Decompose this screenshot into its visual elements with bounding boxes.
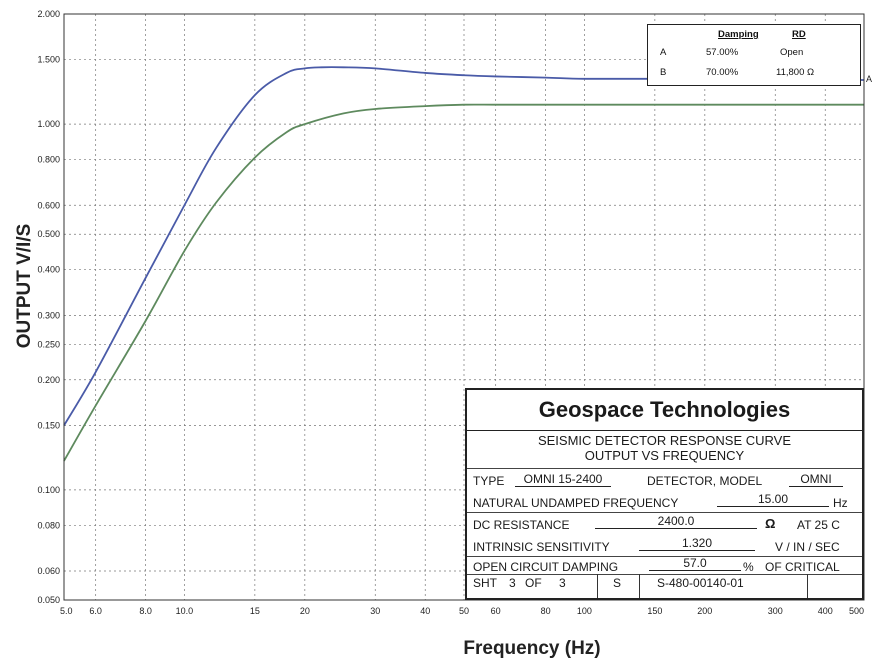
sensitivity-value: 1.320 <box>639 536 755 551</box>
x-tick-label: 200 <box>697 606 712 616</box>
legend-row-b-rd: 11,800 Ω <box>776 67 815 78</box>
sensitivity-label: INTRINSIC SENSITIVITY <box>473 540 610 554</box>
x-tick-label: 20 <box>300 606 310 616</box>
x-tick-label: 400 <box>818 606 833 616</box>
row-divider <box>467 468 862 469</box>
x-axis-title: Frequency (Hz) <box>463 638 600 659</box>
y-tick-label: 0.150 <box>37 420 60 430</box>
sheet-title-line1: SEISMIC DETECTOR RESPONSE CURVE <box>537 433 792 448</box>
x-tick-label: 150 <box>647 606 662 616</box>
dc-resistance-unit: Ω <box>765 516 776 531</box>
y-tick-label: 0.200 <box>37 375 60 385</box>
row-divider <box>467 512 862 513</box>
x-tick-label: 30 <box>370 606 380 616</box>
damping-unit: % <box>743 560 754 574</box>
y-tick-label: 0.250 <box>37 339 60 349</box>
company-name: Geospace Technologies <box>467 390 862 431</box>
footer-separator <box>807 574 808 598</box>
detector-label: DETECTOR, MODEL <box>647 474 763 488</box>
freq-label: NATURAL UNDAMPED FREQUENCY <box>473 496 679 510</box>
x-tick-label: 50 <box>459 606 469 616</box>
plot-border <box>63 13 865 601</box>
x-tick-label: 80 <box>541 606 551 616</box>
sheet-label: SHT <box>473 576 497 590</box>
x-tick-label: 100 <box>577 606 592 616</box>
y-tick-label: 1.500 <box>37 55 60 65</box>
row-divider <box>467 556 862 557</box>
damping-suffix: OF CRITICAL <box>765 560 840 574</box>
footer-separator <box>597 574 598 598</box>
y-tick-label: 0.500 <box>37 229 60 239</box>
x-tick-label: 500 <box>849 606 864 616</box>
y-tick-label: 1.000 <box>37 119 60 129</box>
legend-row-b-damping: 70.00% <box>706 67 739 78</box>
legend: Damping RD A 57.00% Open B 70.00% 11,800… <box>647 24 861 86</box>
sensitivity-unit: V / IN / SEC <box>775 540 840 554</box>
x-tick-label: 15 <box>250 606 260 616</box>
sheet-total: 3 <box>559 576 566 590</box>
sheet-title-line2: OUTPUT VS FREQUENCY <box>584 448 745 463</box>
type-label: TYPE <box>473 474 505 488</box>
x-tick-label: 5.0 <box>60 606 73 616</box>
type-value: OMNI 15-2400 <box>515 472 611 487</box>
legend-header-rd: RD <box>792 29 806 40</box>
y-axis-title: OUTPUT V/I/S <box>14 224 35 349</box>
dc-resistance-label: DC RESISTANCE <box>473 518 570 532</box>
legend-row-a-id: A <box>660 47 667 58</box>
legend-row-b-id: B <box>660 67 667 78</box>
y-tick-label: 0.800 <box>37 155 60 165</box>
series-b-line <box>63 103 864 462</box>
y-tick-label: 2.000 <box>37 9 60 19</box>
x-tick-label: 6.0 <box>89 606 102 616</box>
x-axis-ticks: 5.0 6.0 8.0 10.0 15 20 30 40 50 60 80 100 150 200 300 4… <box>60 606 864 616</box>
freq-value: 15.00 <box>717 492 829 507</box>
legend-row-a-damping: 57.00% <box>706 47 739 58</box>
legend-row-a-rd: Open <box>780 47 804 58</box>
model-value: OMNI <box>789 472 843 487</box>
footer-divider <box>467 574 862 575</box>
series-a-end-label: A <box>866 74 872 84</box>
y-tick-label: 0.600 <box>37 200 60 210</box>
dc-resistance-temp: AT 25 C <box>797 518 840 532</box>
title-block: Geospace Technologies SEISMIC DETECTOR R… <box>465 388 864 600</box>
x-tick-label: 60 <box>491 606 501 616</box>
sheet-number: 3 <box>509 576 516 590</box>
freq-unit: Hz <box>833 496 848 510</box>
x-tick-label: 300 <box>768 606 783 616</box>
y-axis-ticks: 0.050 0.060 0.080 0.100 0.150 0.200 0.250 0.300… <box>37 9 60 605</box>
footer-separator <box>639 574 640 598</box>
dc-resistance-value: 2400.0 <box>595 514 757 529</box>
damping-label: OPEN CIRCUIT DAMPING <box>473 560 619 574</box>
y-tick-label: 0.080 <box>37 520 60 530</box>
damping-value: 57.0 <box>649 556 741 571</box>
x-tick-label: 40 <box>420 606 430 616</box>
y-tick-label: 0.100 <box>37 485 60 495</box>
revision: S <box>613 576 622 590</box>
document-number: S-480-00140-01 <box>657 576 744 590</box>
x-tick-label: 10.0 <box>176 606 194 616</box>
x-tick-label: 8.0 <box>139 606 152 616</box>
y-tick-label: 0.050 <box>37 595 60 605</box>
y-tick-label: 0.060 <box>37 566 60 576</box>
sheet-of-label: OF <box>525 576 542 590</box>
y-tick-label: 0.300 <box>37 310 60 320</box>
y-tick-label: 0.400 <box>37 265 60 275</box>
legend-header-damping: Damping <box>718 29 759 40</box>
